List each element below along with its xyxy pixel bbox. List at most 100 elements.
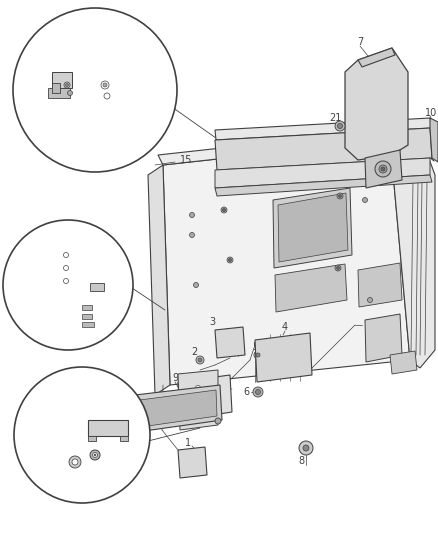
- Text: 2: 2: [191, 347, 197, 357]
- Circle shape: [139, 427, 145, 433]
- Circle shape: [253, 387, 263, 397]
- Bar: [82, 314, 92, 319]
- Polygon shape: [135, 385, 222, 432]
- Circle shape: [14, 367, 150, 503]
- Polygon shape: [140, 390, 217, 427]
- Circle shape: [223, 208, 226, 212]
- Text: 19: 19: [49, 99, 61, 108]
- Circle shape: [221, 207, 227, 213]
- Bar: [82, 322, 94, 327]
- Text: 1: 1: [185, 438, 191, 448]
- Polygon shape: [148, 165, 170, 395]
- Polygon shape: [358, 263, 402, 307]
- Polygon shape: [273, 188, 352, 268]
- Polygon shape: [255, 333, 312, 382]
- Text: 5: 5: [252, 342, 258, 352]
- Text: 20: 20: [119, 387, 131, 397]
- Circle shape: [3, 220, 133, 350]
- Text: 3: 3: [209, 317, 215, 327]
- Circle shape: [64, 279, 68, 284]
- Text: 22: 22: [394, 106, 406, 116]
- Circle shape: [195, 385, 201, 391]
- Polygon shape: [158, 130, 390, 165]
- Circle shape: [66, 84, 68, 86]
- Bar: [120, 436, 128, 441]
- Polygon shape: [278, 193, 348, 262]
- Polygon shape: [215, 128, 432, 170]
- Polygon shape: [365, 314, 402, 362]
- Circle shape: [254, 351, 262, 359]
- Text: 15: 15: [180, 155, 192, 165]
- Circle shape: [64, 253, 68, 257]
- Circle shape: [64, 82, 70, 88]
- Circle shape: [335, 265, 341, 271]
- Bar: [90, 283, 104, 291]
- Polygon shape: [345, 48, 408, 160]
- Polygon shape: [178, 375, 232, 420]
- Text: 9: 9: [172, 373, 178, 383]
- Text: 21: 21: [329, 113, 341, 123]
- Circle shape: [90, 450, 100, 460]
- Text: 23: 23: [49, 320, 61, 329]
- Bar: [82, 305, 92, 310]
- Circle shape: [194, 282, 198, 287]
- Circle shape: [13, 8, 177, 172]
- Polygon shape: [178, 447, 207, 478]
- Text: 6: 6: [243, 387, 249, 397]
- Circle shape: [379, 165, 387, 173]
- Circle shape: [64, 265, 68, 271]
- Text: 4: 4: [282, 322, 288, 332]
- Bar: [48, 88, 70, 98]
- Text: 18: 18: [56, 63, 68, 72]
- Bar: [52, 72, 72, 88]
- Circle shape: [255, 390, 261, 394]
- Text: 8: 8: [298, 456, 304, 466]
- Circle shape: [227, 257, 233, 263]
- Circle shape: [198, 358, 202, 362]
- Polygon shape: [365, 150, 402, 188]
- Circle shape: [72, 459, 78, 465]
- Circle shape: [336, 266, 339, 270]
- Circle shape: [195, 416, 201, 421]
- Polygon shape: [275, 264, 347, 312]
- Polygon shape: [215, 158, 430, 188]
- Circle shape: [339, 195, 342, 198]
- Bar: [52, 83, 60, 93]
- Circle shape: [195, 400, 201, 406]
- Circle shape: [103, 83, 107, 87]
- Circle shape: [215, 418, 221, 424]
- Polygon shape: [163, 140, 410, 385]
- Circle shape: [190, 232, 194, 238]
- Polygon shape: [358, 48, 395, 67]
- Polygon shape: [390, 351, 417, 374]
- Circle shape: [335, 121, 345, 131]
- Circle shape: [367, 297, 372, 303]
- Circle shape: [229, 259, 232, 262]
- Circle shape: [196, 356, 204, 364]
- Polygon shape: [390, 140, 435, 368]
- Circle shape: [375, 161, 391, 177]
- Polygon shape: [215, 175, 432, 196]
- Circle shape: [94, 454, 96, 456]
- Polygon shape: [215, 327, 245, 358]
- Circle shape: [299, 441, 313, 455]
- Circle shape: [67, 91, 73, 95]
- Polygon shape: [178, 370, 218, 430]
- Circle shape: [104, 93, 110, 99]
- Circle shape: [303, 445, 309, 451]
- Circle shape: [69, 456, 81, 468]
- Text: 10: 10: [425, 108, 437, 118]
- Circle shape: [363, 198, 367, 203]
- Circle shape: [381, 167, 385, 171]
- Circle shape: [92, 453, 98, 457]
- Polygon shape: [430, 118, 438, 162]
- Circle shape: [338, 124, 343, 128]
- Polygon shape: [215, 118, 432, 140]
- Text: 7: 7: [357, 37, 363, 47]
- Circle shape: [337, 193, 343, 199]
- Circle shape: [256, 353, 260, 357]
- Bar: [88, 420, 128, 436]
- Bar: [88, 436, 96, 441]
- Circle shape: [101, 81, 109, 89]
- Circle shape: [190, 213, 194, 217]
